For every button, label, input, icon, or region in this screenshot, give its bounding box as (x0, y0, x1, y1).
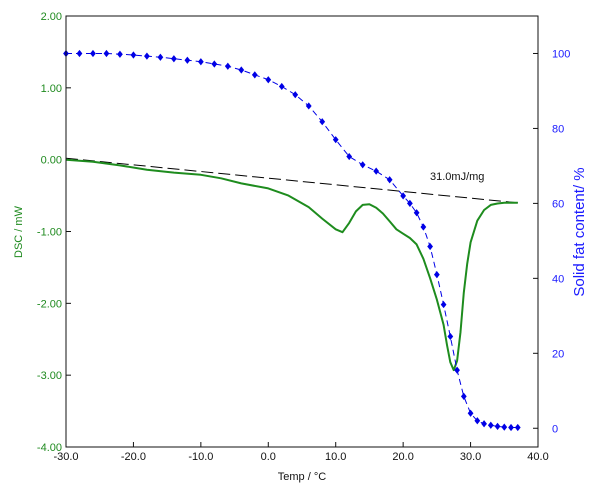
sfc-point (413, 209, 420, 217)
sfc-point (251, 71, 258, 79)
y-right-tick-label: 20 (552, 348, 564, 360)
axis-ticks (65, 15, 539, 448)
y-right-tick-label: 60 (552, 198, 564, 210)
sfc-point (474, 417, 481, 425)
sfc-point (501, 423, 508, 431)
y-right-tick-label: 40 (552, 273, 564, 285)
sfc-point (359, 161, 366, 169)
x-tick-label: -10.0 (188, 451, 213, 463)
sfc-point (117, 50, 123, 58)
sfc-point (494, 422, 501, 430)
sfc-point (76, 49, 83, 58)
sfc-point (481, 420, 487, 428)
sfc-point (144, 52, 150, 60)
y-left-tick-label: -3.00 (37, 370, 62, 382)
y-right-axis-title: Solid fat content/ % (571, 167, 588, 296)
sfc-point (292, 91, 299, 99)
series-layer (63, 49, 521, 432)
sfc-point (103, 49, 110, 58)
sfc-point (197, 58, 204, 66)
sfc-point (420, 223, 427, 231)
y-right-tick-label: 100 (552, 48, 570, 60)
sfc-point (319, 118, 326, 126)
sfc-point (90, 49, 96, 58)
sfc-point (373, 167, 380, 175)
sfc-point (238, 66, 245, 74)
sfc-point (427, 242, 433, 251)
dsc-line (65, 158, 518, 372)
sfc-point (454, 366, 460, 374)
y-left-axis-title: DSC / mW (13, 205, 25, 258)
x-tick-label: -30.0 (53, 451, 78, 463)
sfc-point (460, 392, 467, 401)
x-tick-label: -20.0 (121, 451, 146, 463)
sfc-point (157, 53, 164, 61)
sfc-line (66, 53, 518, 428)
baseline-line (65, 157, 518, 204)
sfc-point (332, 136, 339, 144)
plot-frame (65, 15, 539, 448)
y-left-tick-label: -2.00 (37, 298, 62, 310)
sfc-point (447, 332, 454, 341)
sfc-point (467, 409, 474, 417)
sfc-point (130, 51, 137, 59)
x-tick-label: 40.0 (527, 451, 548, 463)
tick-labels: -30.0 -20.0 -10.0 0.0 10.0 20.0 30.0 40.0 2.00 1.… (37, 11, 570, 463)
x-tick-label: 10.0 (325, 451, 346, 463)
y-right-tick-label: 0 (552, 423, 558, 435)
sfc-point (184, 56, 191, 64)
sfc-point (440, 300, 447, 309)
sfc-point (278, 82, 285, 91)
y-left-tick-label: 1.00 (41, 83, 62, 95)
sfc-point (508, 423, 514, 432)
sfc-point (346, 152, 353, 161)
y-left-tick-label: -4.00 (37, 442, 62, 454)
sfc-point (433, 271, 440, 279)
sfc-point (305, 102, 312, 110)
sfc-point (211, 60, 218, 68)
x-tick-label: 20.0 (392, 451, 413, 463)
sfc-point (400, 192, 407, 200)
sfc-point (171, 55, 177, 63)
sfc-point (487, 421, 494, 429)
sfc-point (224, 62, 231, 70)
y-left-tick-label: 2.00 (41, 11, 62, 23)
x-tick-label: 0.0 (261, 451, 276, 463)
x-axis-title: Temp / °C (278, 471, 326, 483)
y-right-tick-label: 80 (552, 123, 564, 135)
sfc-point (514, 423, 521, 432)
sfc-point (265, 76, 272, 84)
y-left-tick-label: 0.00 (41, 155, 62, 167)
x-tick-label: 30.0 (460, 451, 481, 463)
y-left-tick-label: -1.00 (37, 227, 62, 239)
sfc-point (386, 176, 393, 184)
enthalpy-annotation: 31.0mJ/mg (430, 171, 484, 183)
sfc-point (407, 199, 413, 207)
